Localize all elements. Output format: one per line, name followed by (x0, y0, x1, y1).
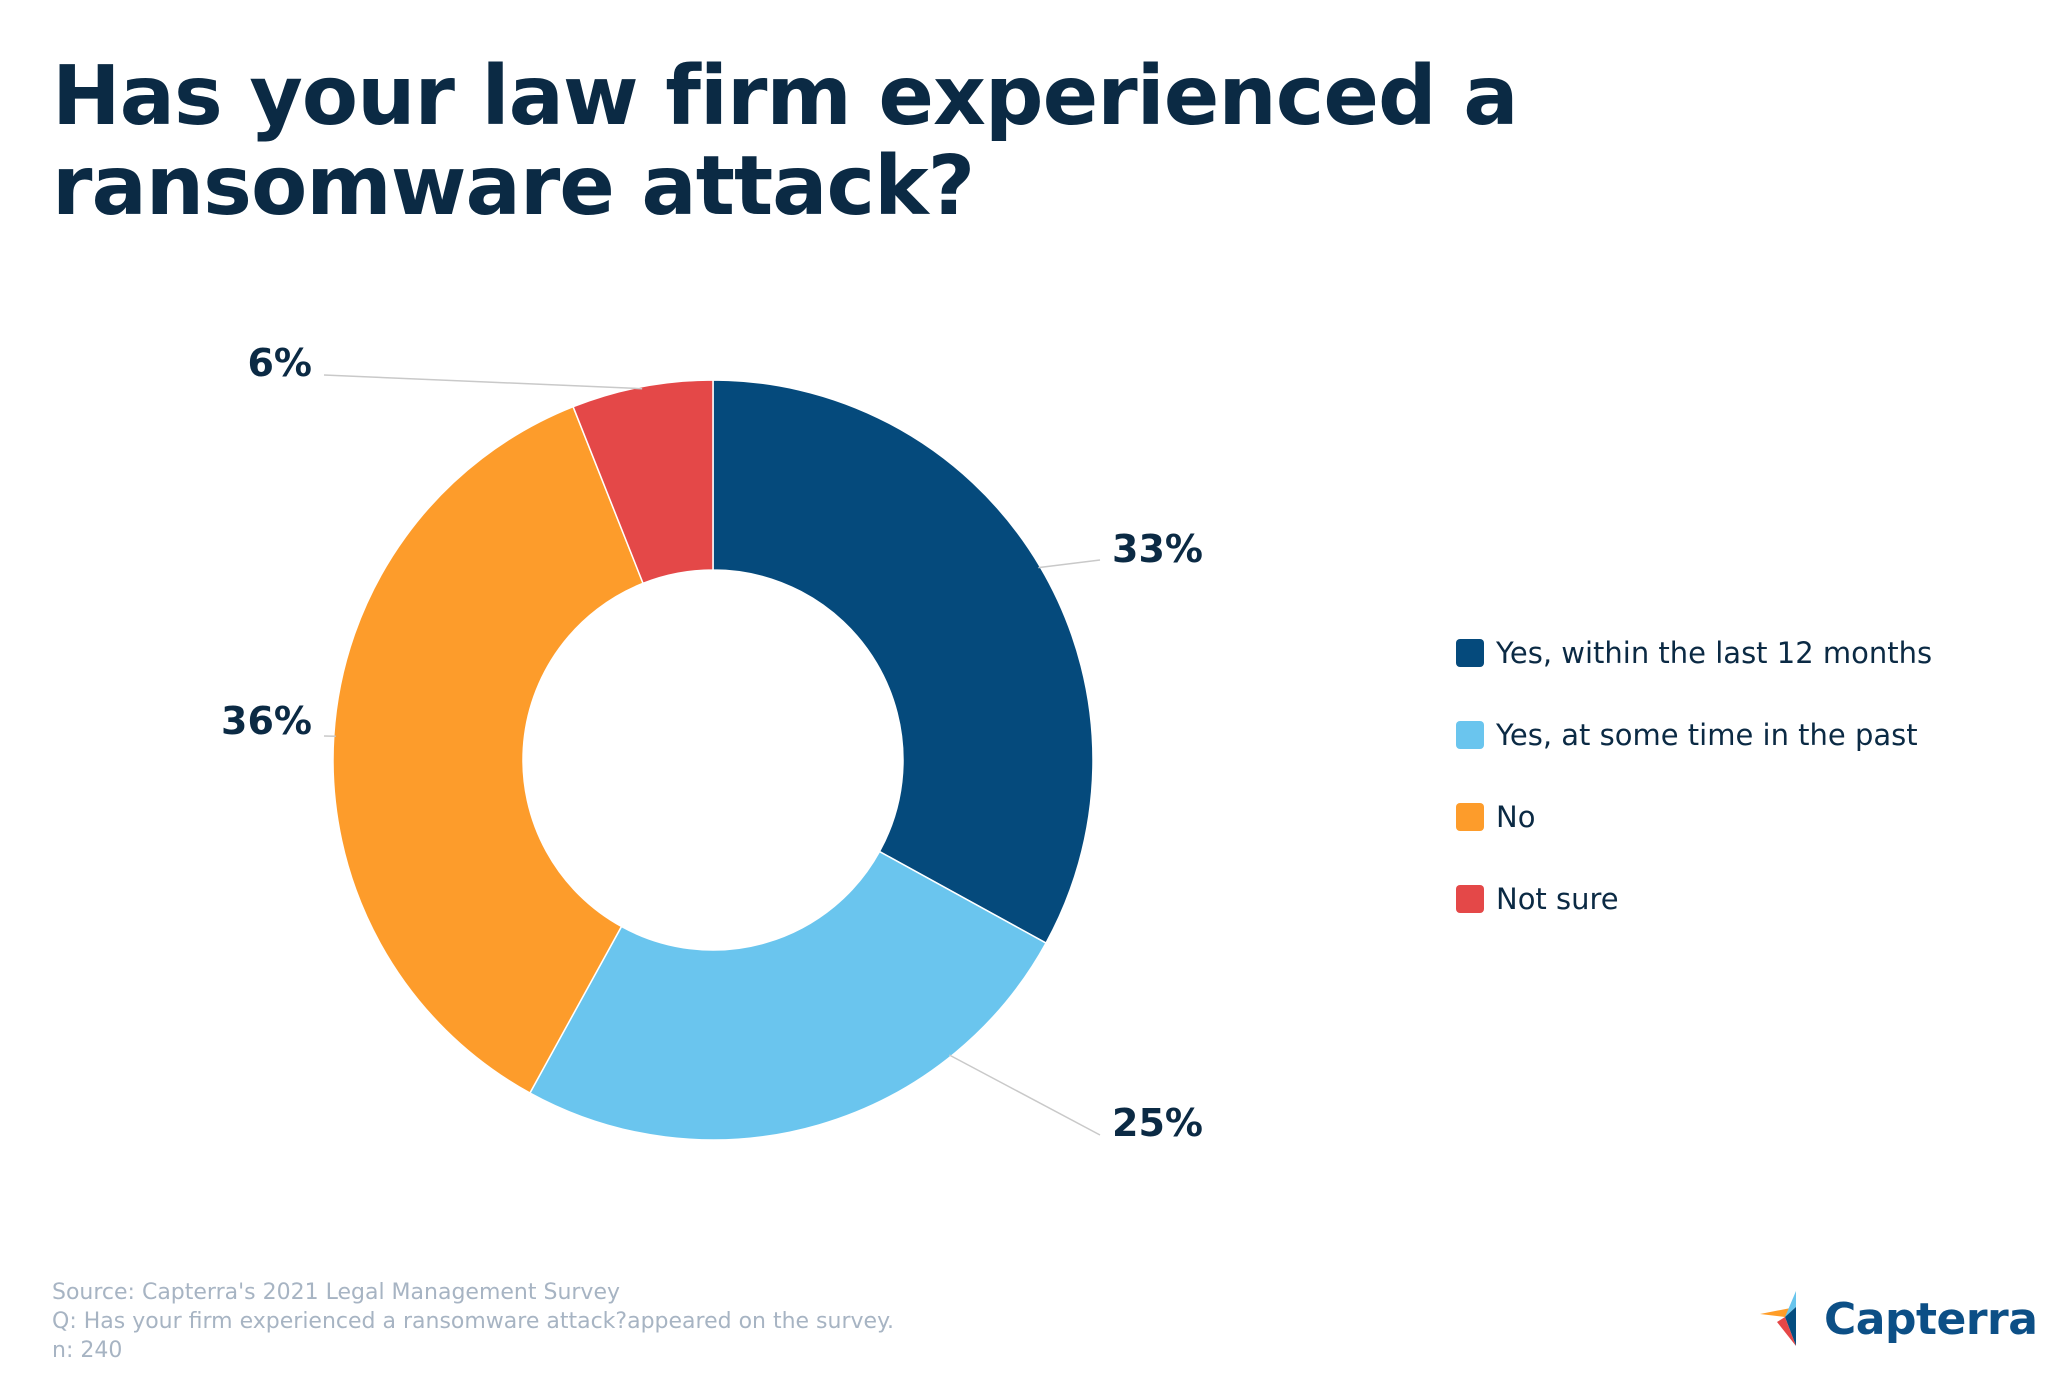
legend-swatch (1456, 721, 1484, 749)
slice-label-no: 36% (221, 699, 312, 743)
source-notes: Source: Capterra's 2021 Legal Management… (52, 1278, 894, 1365)
slice-label-yes-some-time-past: 25% (1112, 1101, 1203, 1145)
donut-slices (332, 379, 1094, 1141)
page-title: Has your law firm experienced a ransomwa… (52, 49, 1519, 234)
leader-line-yes-last-12-months (1038, 559, 1101, 569)
leader-line-not-sure (323, 374, 643, 390)
leader-lines (323, 374, 1101, 1136)
chart-legend: Yes, within the last 12 months Yes, at s… (1456, 612, 1932, 940)
legend-item-yes-some-time-past: Yes, at some time in the past (1456, 694, 1932, 776)
legend-item-no: No (1456, 776, 1932, 858)
question-line: Q: Has your firm experienced a ransomwar… (52, 1309, 894, 1334)
slice-label-not-sure: 6% (247, 341, 312, 385)
capterra-arrow-logo-icon (1760, 1291, 1796, 1346)
source-line: Source: Capterra's 2021 Legal Management… (52, 1280, 621, 1305)
slice-label-yes-last-12-months: 33% (1112, 527, 1203, 571)
legend-swatch (1456, 639, 1484, 667)
legend-item-not-sure: Not sure (1456, 858, 1932, 940)
legend-label: Yes, within the last 12 months (1496, 636, 1933, 670)
donut-slice-no (332, 405, 645, 1095)
capterra-logo: Capterra (1760, 1290, 2038, 1348)
legend-label: Not sure (1496, 882, 1619, 916)
legend-label: Yes, at some time in the past (1496, 718, 1918, 752)
donut-slice-not-sure (572, 379, 714, 585)
legend-label: No (1496, 800, 1536, 834)
slice-labels: 33% 25% 36% 6% (221, 341, 1203, 1145)
donut-slice-yes-some-time-past (528, 850, 1048, 1141)
brand-name: Capterra (1824, 1293, 2038, 1345)
leader-line-yes-some-time-past (948, 1054, 1101, 1136)
legend-swatch (1456, 885, 1484, 913)
donut-slice-yes-last-12-months (712, 379, 1094, 945)
legend-swatch (1456, 803, 1484, 831)
legend-item-yes-last-12-months: Yes, within the last 12 months (1456, 612, 1932, 694)
sample-size: n: 240 (52, 1338, 123, 1363)
